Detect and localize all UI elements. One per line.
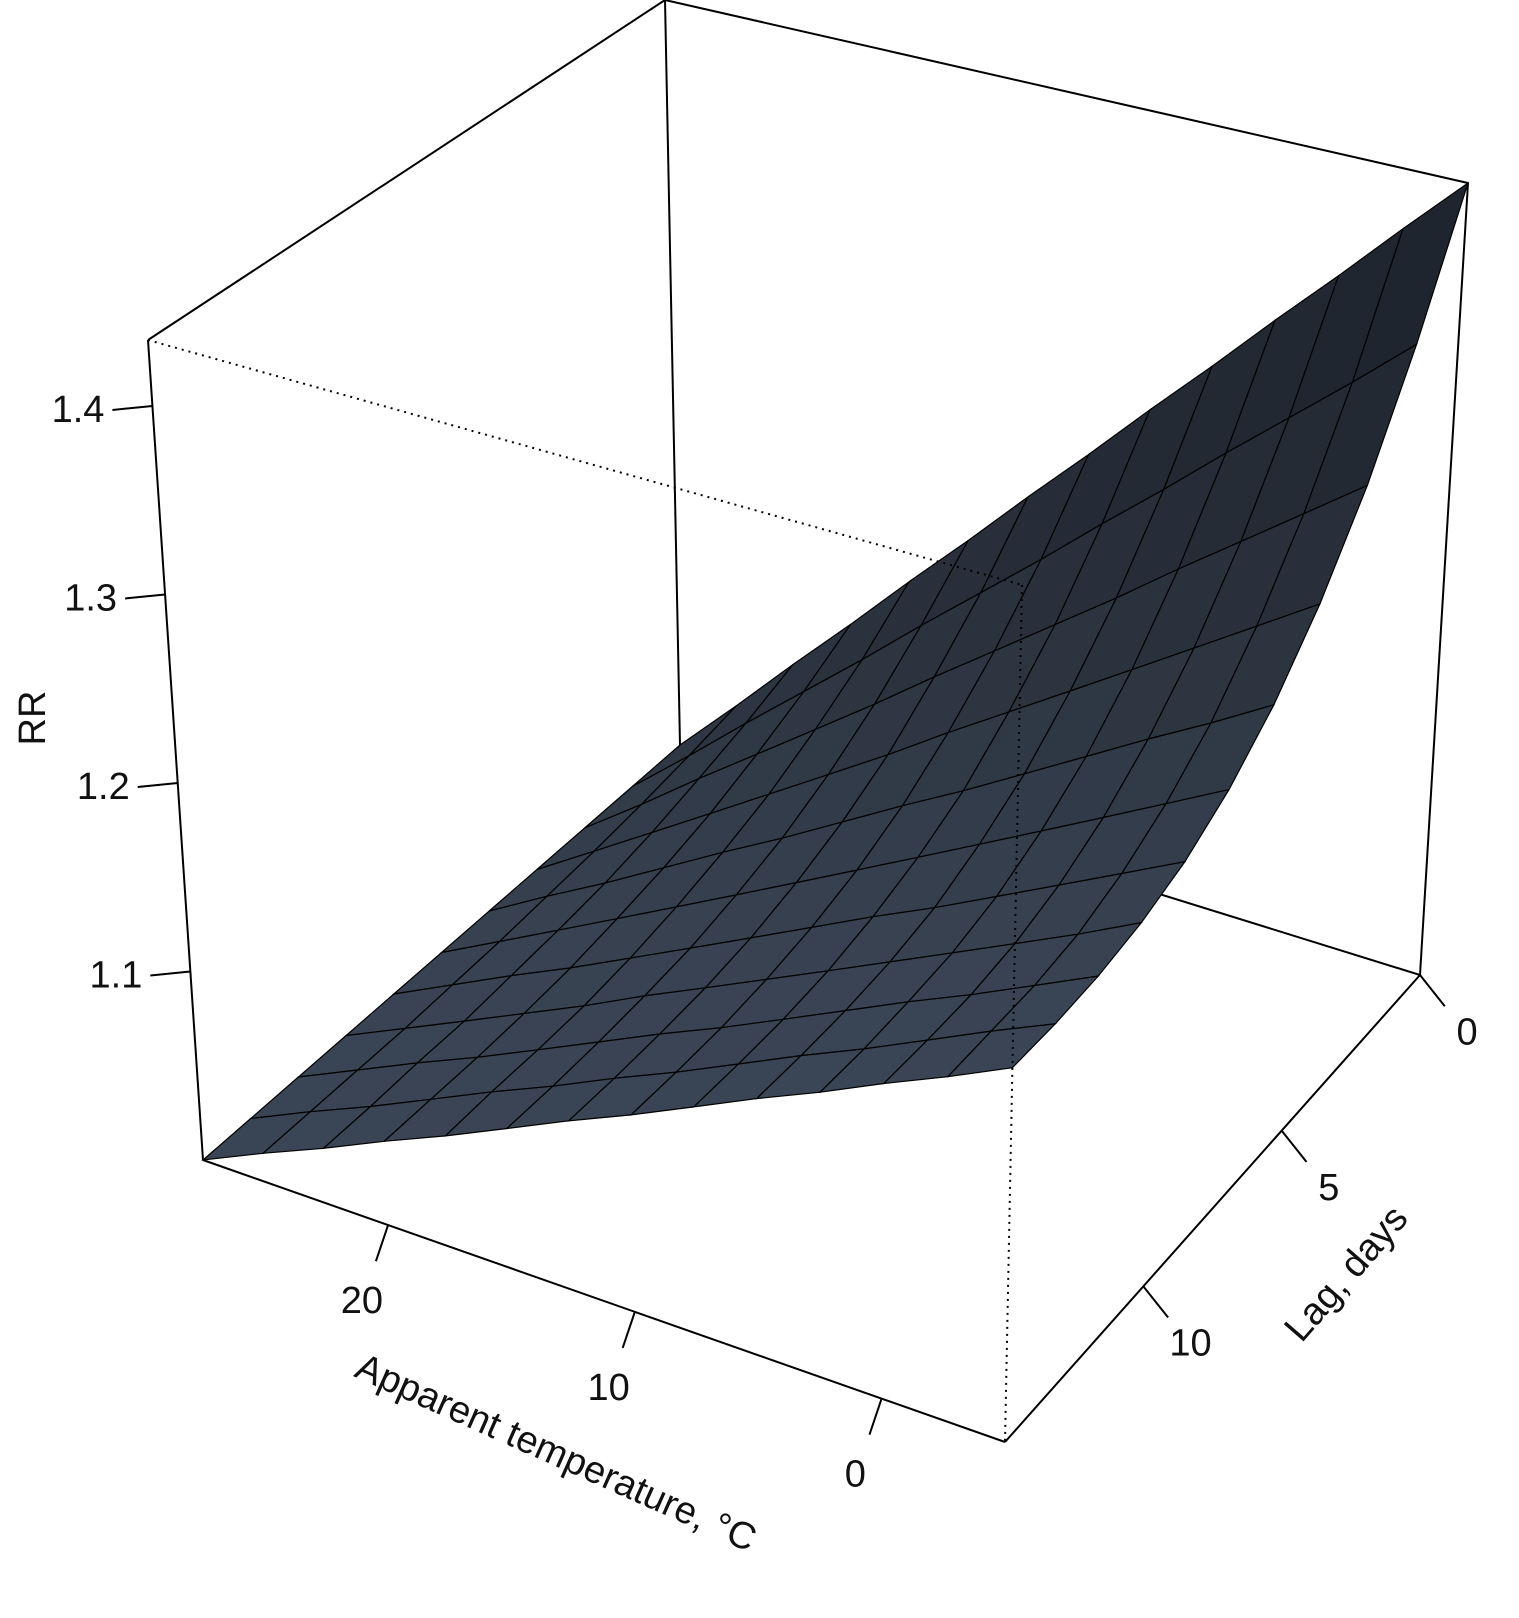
box-edge <box>147 0 666 341</box>
box-edge <box>147 339 204 1161</box>
box-edge <box>664 0 681 746</box>
z-tick <box>112 404 153 411</box>
z-tick-label: 1.4 <box>52 389 105 431</box>
box-edge <box>147 339 1023 586</box>
z-tick-label: 1.2 <box>77 766 130 808</box>
x-tick <box>621 1311 636 1349</box>
y-tick <box>1280 1130 1308 1163</box>
x-tick <box>374 1224 390 1262</box>
x-tick-label: 20 <box>341 1280 383 1322</box>
x-axis-title: Apparent temperature, °C <box>349 1346 762 1561</box>
z-axis-title: RR <box>12 691 54 746</box>
y-tick-label: 5 <box>1318 1167 1339 1209</box>
y-tick-label: 10 <box>1169 1323 1211 1365</box>
y-tick <box>1419 974 1446 1007</box>
box-edge <box>1004 584 1023 1443</box>
y-tick <box>1142 1285 1169 1319</box>
z-tick <box>137 781 178 788</box>
z-tick-label: 1.1 <box>90 955 143 997</box>
x-tick-label: 0 <box>845 1454 866 1496</box>
box-edge <box>202 1159 1006 1443</box>
box-edge <box>1004 974 1421 1443</box>
x-tick <box>868 1398 883 1436</box>
surface-cell <box>946 1023 1057 1078</box>
x-tick-label: 10 <box>587 1367 629 1409</box>
y-axis-title: Lag, days <box>1277 1198 1417 1350</box>
y-tick-label: 0 <box>1457 1011 1478 1053</box>
z-tick <box>124 593 166 600</box>
box-edge <box>1419 182 1469 976</box>
z-tick-label: 1.3 <box>64 578 117 620</box>
z-tick <box>150 970 191 977</box>
box-edge <box>664 0 1469 184</box>
